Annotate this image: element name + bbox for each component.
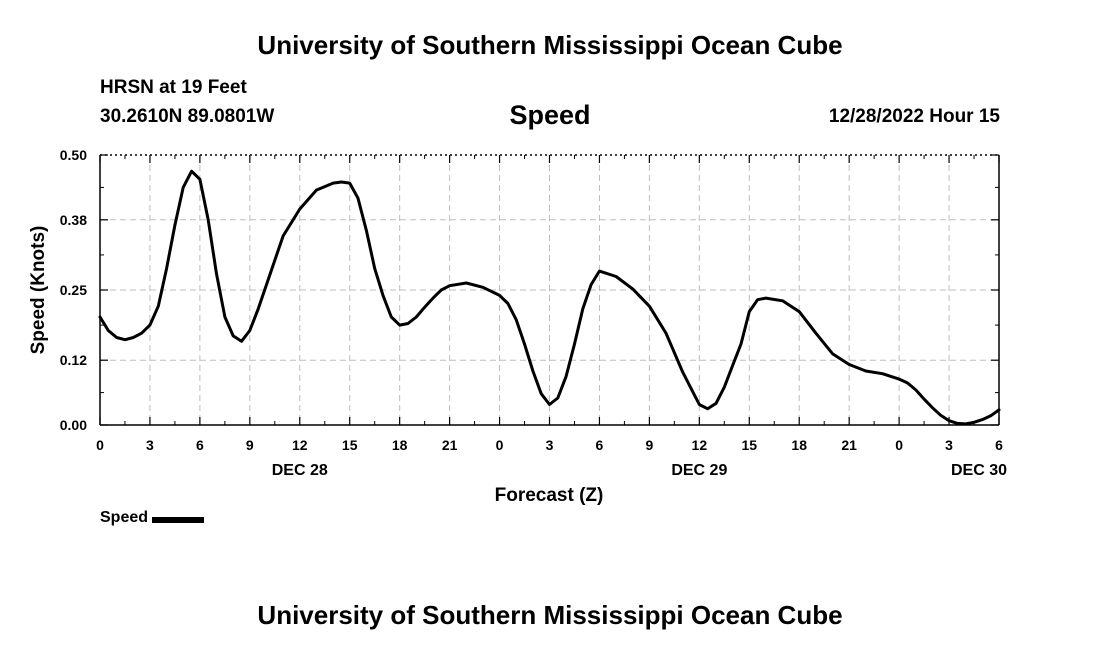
x-tick-label: 18 [791,437,807,453]
x-tick-label: 0 [96,437,104,453]
y-tick-label: 0.12 [60,352,87,368]
date-label: DEC 28 [272,462,328,479]
x-tick-label: 9 [645,437,653,453]
station-coordinates: 30.2610N 89.0801W [100,106,275,127]
page-title: University of Southern Mississippi Ocean… [257,30,843,60]
speed-chart: 0 3 6 9 12 15 18 21 0 3 6 9 12 15 18 21 0 3 6 0.00 0.12 0.25 0… [28,147,1007,506]
x-tick-label: 21 [442,437,458,453]
x-tick-label: 3 [945,437,953,453]
x-axis-label: Forecast (Z) [495,485,604,506]
x-tick-label: 21 [841,437,857,453]
forecast-timestamp: 12/28/2022 Hour 15 [828,106,1000,127]
x-tick-label: 0 [496,437,504,453]
axes [99,154,1000,426]
y-axis-label: Speed (Knots) [28,226,49,355]
x-tick-label: 6 [596,437,604,453]
station-label: HRSN at 19 Feet [100,77,247,98]
grid [100,155,999,425]
footer-title: University of Southern Mississippi Ocean… [257,600,843,630]
y-tick-label: 0.00 [60,417,87,433]
x-tick-label: 3 [546,437,554,453]
chart-title: Speed [509,100,591,130]
speed-series-line [98,169,1001,426]
x-tick-label: 12 [292,437,308,453]
legend: Speed [100,509,205,527]
x-tick-label: 3 [146,437,154,453]
y-tick-label: 0.25 [60,282,87,298]
x-tick-label: 6 [196,437,204,453]
legend-label: Speed [100,509,149,526]
x-tick-label: 12 [692,437,708,453]
x-tick-label: 9 [246,437,254,453]
x-tick-label: 0 [895,437,903,453]
legend-swatch [152,517,205,523]
x-tick-label: 15 [342,437,358,453]
x-tick-label: 15 [741,437,757,453]
date-label: DEC 30 [951,462,1007,479]
x-tick-label: 6 [995,437,1003,453]
date-label: DEC 29 [671,462,727,479]
series-layer [98,169,1001,426]
y-tick-label: 0.38 [60,212,87,228]
x-tick-label: 18 [392,437,408,453]
y-tick-label: 0.50 [60,147,87,163]
tick-labels: 0 3 6 9 12 15 18 21 0 3 6 9 12 15 18 21 0 3 6 0.00 0.12 0.25 0… [60,147,1007,479]
